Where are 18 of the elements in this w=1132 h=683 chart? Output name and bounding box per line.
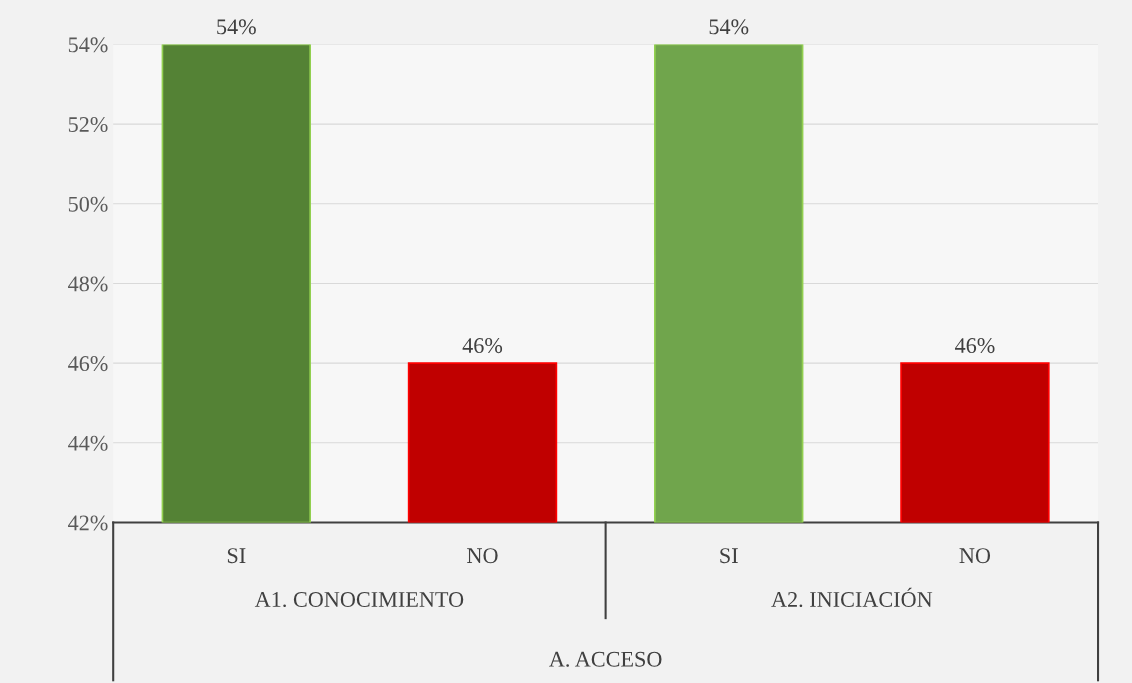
x-tick-label: SI xyxy=(720,548,738,564)
y-tick-label: 42% xyxy=(68,515,108,531)
text: A1. CONOCIMIENTO xyxy=(254,592,464,608)
y-tick-label: 48% xyxy=(68,276,108,292)
y-tick-label: 50% xyxy=(68,196,108,212)
x-tick-label: NO xyxy=(959,548,991,564)
y-tick-label: 54% xyxy=(68,37,108,53)
text: A. ACCESO xyxy=(549,651,662,667)
data-label: 46% xyxy=(955,338,995,354)
data-label: 46% xyxy=(462,338,503,354)
x-tick-label: SI xyxy=(227,548,246,564)
data-label: 54% xyxy=(217,19,256,35)
x-tick-label: NO xyxy=(467,548,498,564)
text: A2. INICIACIÓN xyxy=(771,587,933,608)
data-label: 54% xyxy=(709,19,749,35)
y-tick-label: 44% xyxy=(68,435,108,451)
y-tick-label: 46% xyxy=(68,356,108,372)
y-tick-label: 52% xyxy=(68,117,108,133)
